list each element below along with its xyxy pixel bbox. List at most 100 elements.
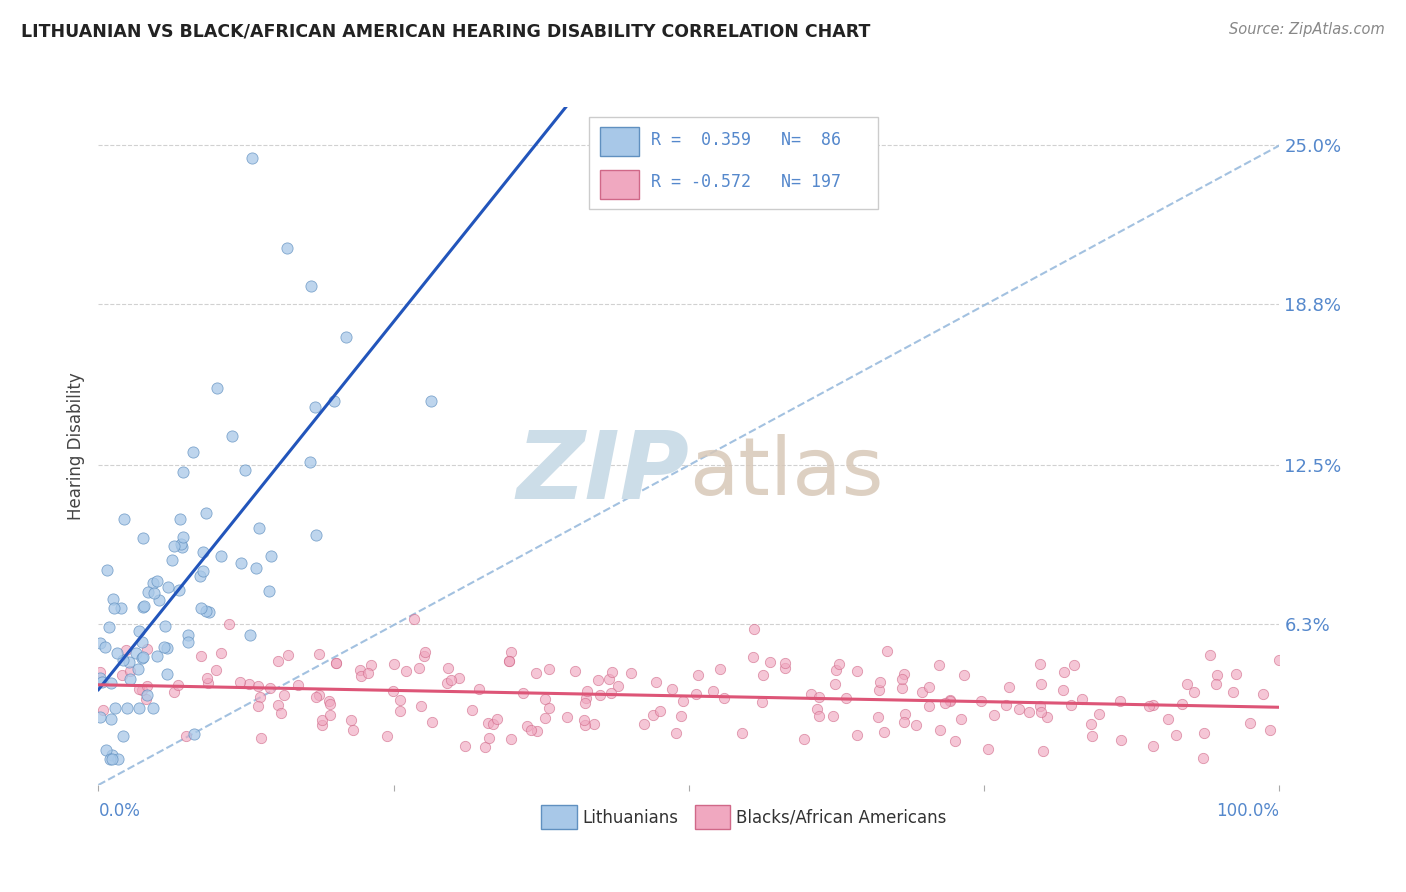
Point: [890, 672, 912, 686]
Point: [824, 677, 846, 691]
Point: [800, 687, 823, 701]
Point: [808, 708, 831, 723]
Point: [512, 685, 534, 699]
Point: [1142, 698, 1164, 712]
Point: [174, 729, 197, 743]
Point: [304, 528, 326, 542]
Point: [918, 680, 941, 694]
Point: [520, 723, 543, 737]
Point: [713, 690, 735, 705]
Point: [1251, 687, 1274, 701]
Point: [110, 601, 132, 615]
Point: [1222, 685, 1244, 699]
Point: [96, 563, 118, 577]
Point: [751, 695, 773, 709]
Point: [538, 662, 561, 676]
Point: [934, 697, 956, 711]
Point: [835, 691, 858, 706]
Point: [440, 673, 463, 688]
Point: [620, 666, 643, 681]
Point: [526, 723, 548, 738]
Point: [170, 540, 193, 554]
Point: [534, 692, 557, 706]
Point: [775, 656, 797, 670]
Point: [155, 619, 177, 633]
Point: [685, 687, 707, 701]
Point: [564, 664, 586, 678]
Point: [586, 673, 609, 687]
Point: [498, 654, 520, 668]
Point: [893, 714, 915, 729]
Point: [100, 712, 122, 726]
Point: [115, 643, 138, 657]
Point: [1109, 733, 1132, 747]
Point: [449, 671, 471, 685]
Point: [98, 620, 121, 634]
Point: [245, 561, 267, 575]
Text: 0.0%: 0.0%: [98, 802, 141, 820]
Point: [422, 715, 444, 730]
Text: Blacks/African Americans: Blacks/African Americans: [737, 808, 946, 827]
Point: [135, 692, 157, 706]
Point: [221, 428, 243, 442]
Point: [482, 717, 505, 731]
Point: [128, 681, 150, 696]
Point: [869, 675, 891, 690]
Point: [1087, 707, 1109, 722]
Point: [190, 648, 212, 663]
Point: [825, 663, 848, 677]
Point: [342, 723, 364, 737]
Text: 100.0%: 100.0%: [1216, 802, 1279, 820]
Point: [1008, 702, 1031, 716]
Point: [135, 641, 157, 656]
Point: [1239, 715, 1261, 730]
Point: [191, 544, 214, 558]
Point: [821, 709, 844, 723]
Point: [318, 694, 340, 708]
Point: [319, 698, 342, 712]
Point: [118, 655, 141, 669]
Point: [1081, 730, 1104, 744]
Point: [259, 583, 281, 598]
Point: [349, 663, 371, 677]
Text: R = -0.572   N= 197: R = -0.572 N= 197: [651, 173, 841, 191]
Point: [172, 530, 194, 544]
Point: [103, 592, 125, 607]
Point: [156, 580, 179, 594]
Point: [929, 723, 952, 737]
Point: [142, 576, 165, 591]
Point: [205, 663, 228, 677]
Point: [101, 752, 124, 766]
Point: [132, 649, 155, 664]
Point: [939, 693, 962, 707]
Point: [94, 640, 117, 654]
Point: [195, 506, 218, 520]
Point: [413, 648, 436, 663]
Point: [1268, 653, 1291, 667]
Point: [1225, 666, 1247, 681]
Point: [1205, 677, 1227, 691]
Point: [499, 645, 522, 659]
Point: [977, 742, 1000, 756]
Point: [389, 693, 412, 707]
Point: [516, 719, 538, 733]
Point: [461, 703, 484, 717]
Point: [89, 671, 111, 685]
Point: [468, 681, 491, 696]
Point: [382, 657, 405, 671]
Point: [537, 701, 560, 715]
Point: [534, 711, 557, 725]
Bar: [600, 170, 640, 199]
Point: [267, 698, 290, 712]
Point: [357, 665, 380, 680]
Point: [142, 700, 165, 714]
Point: [1137, 699, 1160, 714]
Point: [1080, 717, 1102, 731]
Point: [246, 679, 269, 693]
Point: [181, 445, 204, 459]
Point: [287, 678, 309, 692]
Point: [669, 709, 692, 723]
Point: [247, 520, 270, 534]
Point: [128, 701, 150, 715]
Point: [793, 732, 815, 747]
